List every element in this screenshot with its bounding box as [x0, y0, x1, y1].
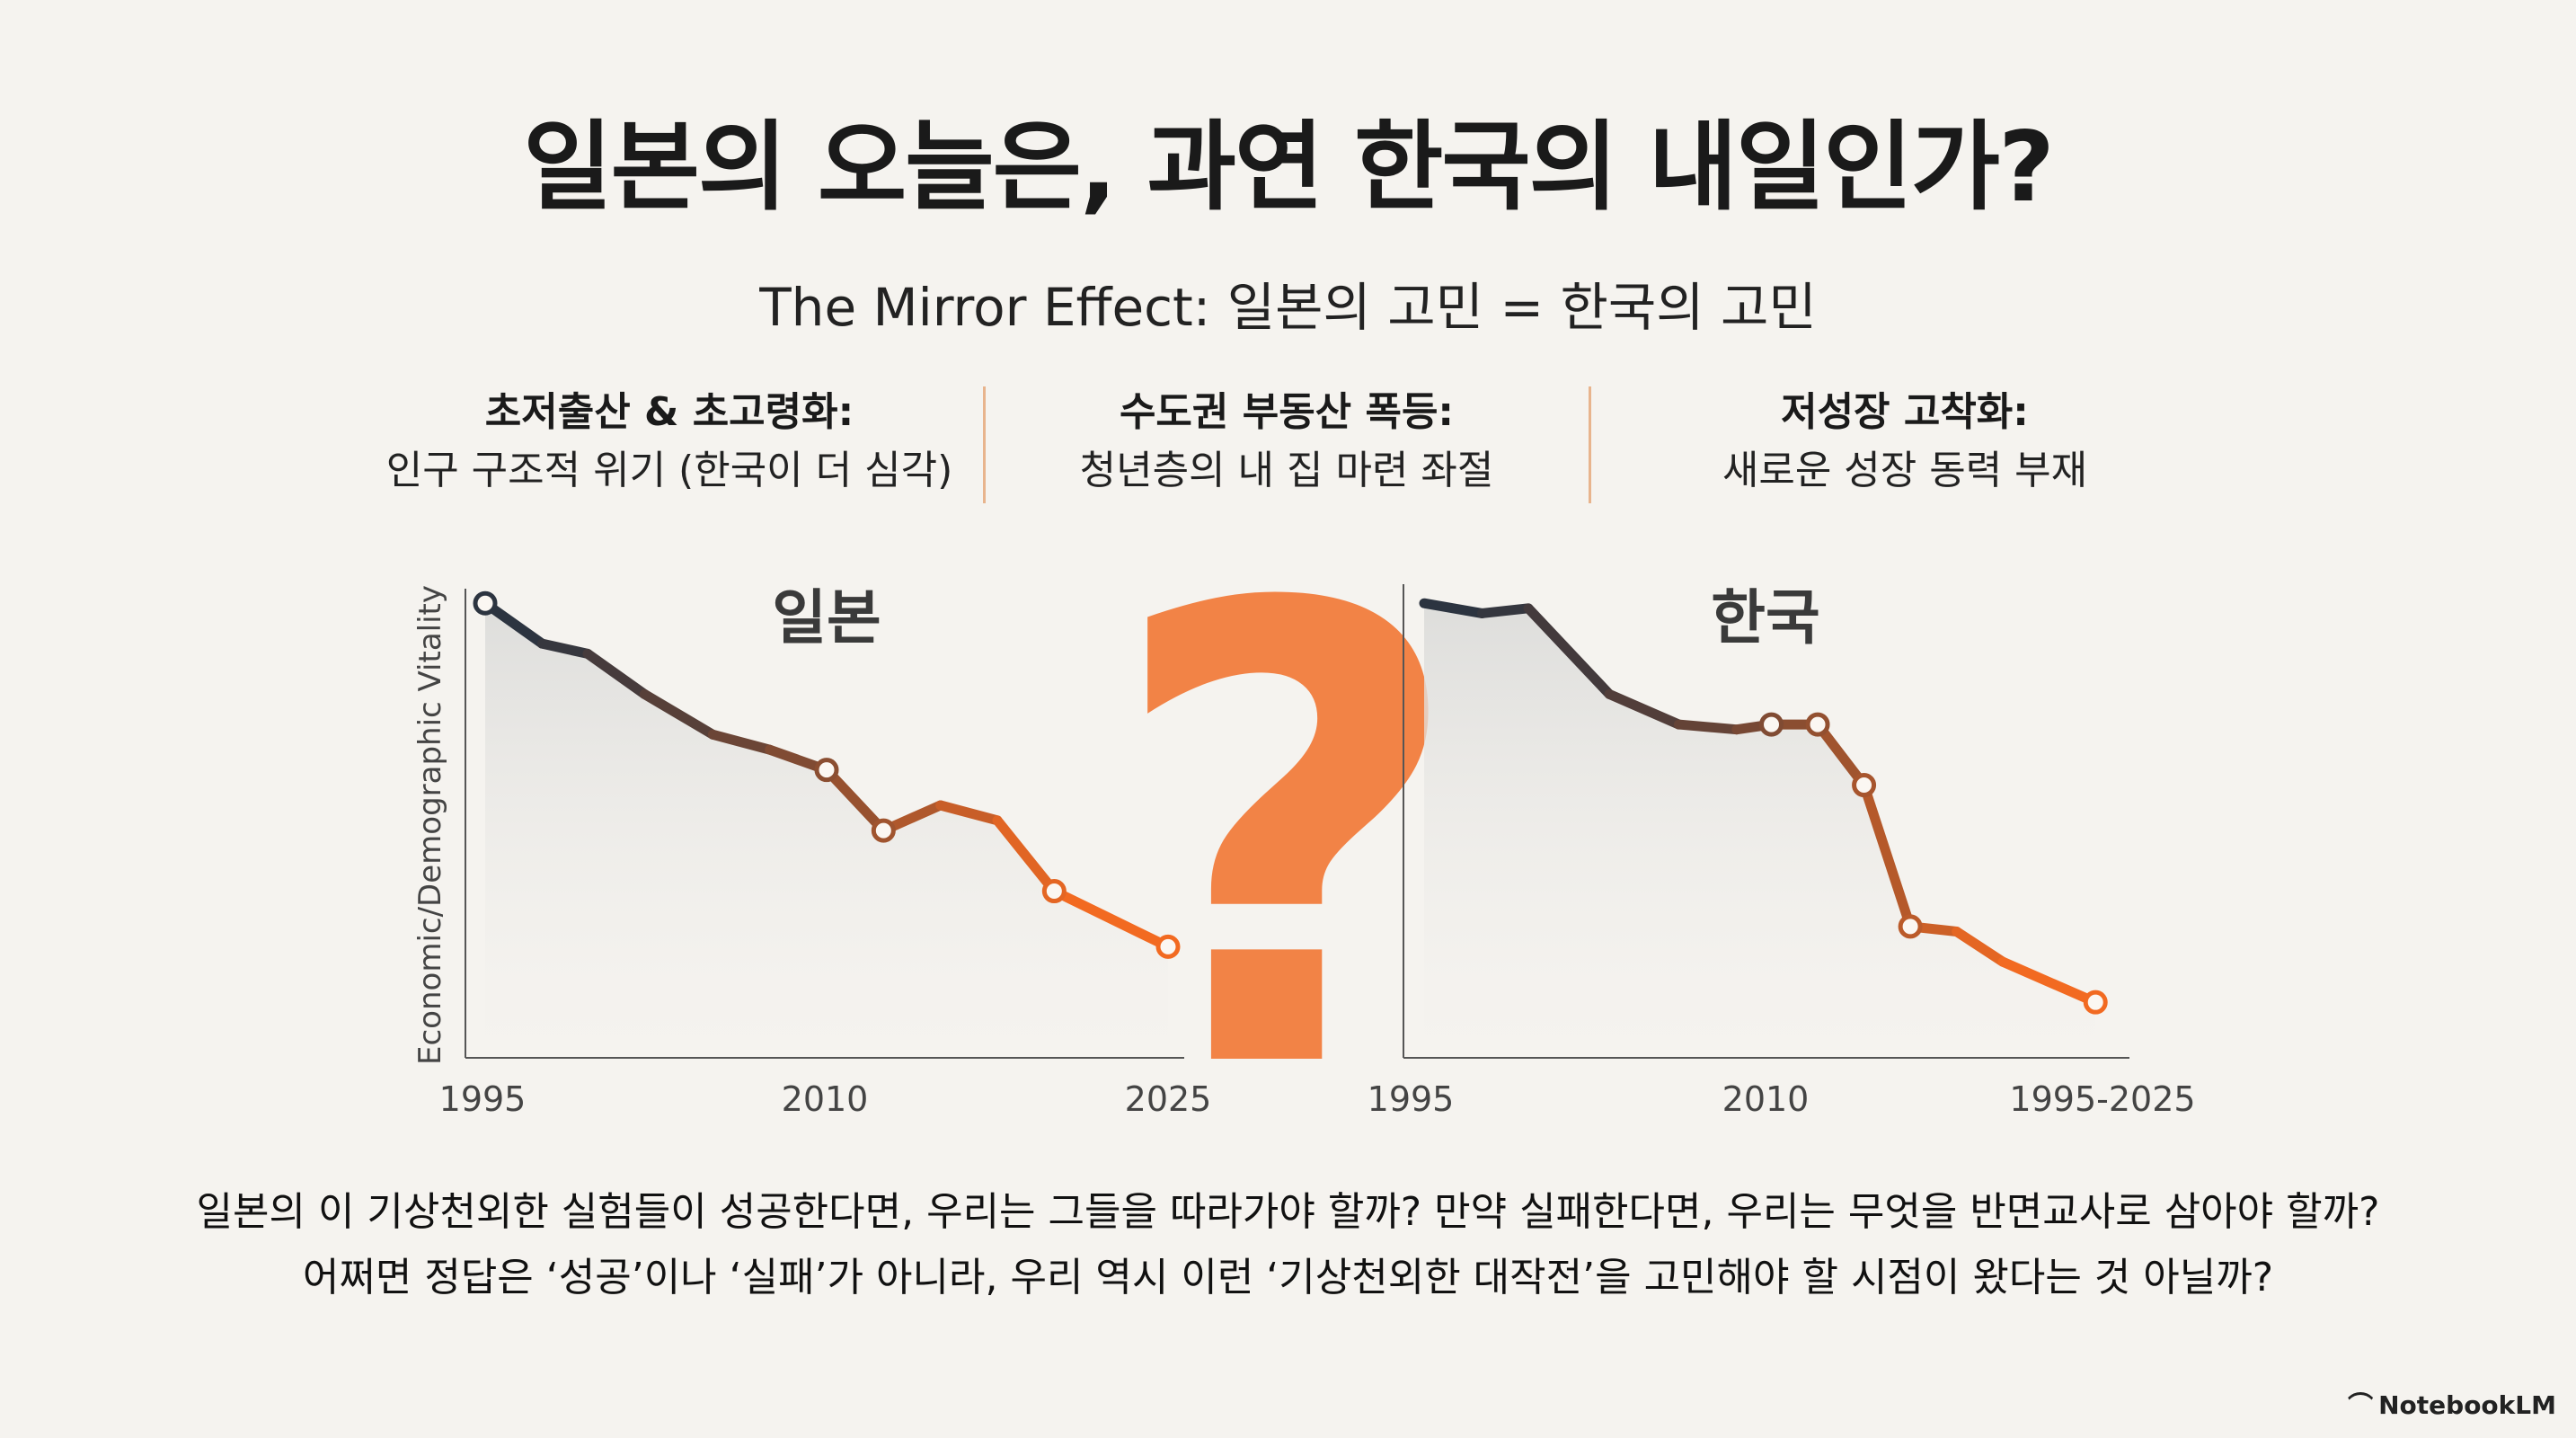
data-point-marker: [1898, 914, 1923, 939]
chart-title: 한국: [1711, 583, 1819, 652]
brand-label: NotebookLM: [2378, 1390, 2556, 1420]
series-line-segment: [821, 765, 889, 836]
series-line-segment: [1673, 719, 1742, 735]
data-point-marker: [1155, 934, 1181, 959]
series-line-segment: [582, 648, 650, 699]
issue-column-3: 저성장 고착화: 새로운 성장 동력 부재: [1617, 386, 2192, 499]
series-line-segment: [1604, 688, 1684, 730]
bottom-text-line-2: 어쩌면 정답은 ‘성공’이나 ‘실패’가 아니라, 우리 역시 이런 ‘기상천외…: [302, 1255, 2274, 1300]
area-fill: [485, 603, 1168, 1058]
series-line-segment: [1952, 927, 2008, 967]
issue-desc-1: 인구 구조적 위기 (한국이 더 심각): [385, 448, 953, 494]
area-fill: [1424, 603, 2096, 1058]
series-line-segment: [639, 688, 718, 740]
page-subtitle: The Mirror Effect: 일본의 고민 = 한국의 고민: [759, 277, 1817, 338]
series-line-segment: [1419, 598, 1487, 618]
chart-title: 일본: [772, 583, 881, 652]
data-point-marker: [473, 590, 498, 616]
issue-desc-2: 청년층의 내 집 마련 좌절: [1079, 448, 1494, 494]
x-tick-label: 1995: [439, 1079, 527, 1119]
notebooklm-logo-icon: ⌒: [2348, 1390, 2374, 1420]
data-point-marker: [1041, 879, 1067, 904]
series-line-segment: [1476, 603, 1534, 618]
series-line-segment: [536, 638, 593, 659]
issue-column-2: 수도권 부동산 폭등: 청년층의 내 집 마련 좌절: [999, 386, 1574, 499]
series-line-segment: [1859, 780, 1916, 932]
data-point-marker: [814, 758, 839, 783]
x-tick-label: 1995: [1368, 1079, 1455, 1119]
chart-1: 일본 1995 2010 2025 Economic/Demographic Vital…: [412, 583, 1211, 1119]
issue-column-1: 초저출산 & 초고령화: 인구 구조적 위기 (한국이 더 심각): [382, 386, 957, 499]
x-tick-label: 1995-2025: [2009, 1079, 2195, 1119]
divider-2: [1589, 386, 1591, 503]
y-axis-label: Economic/Demographic Vitality: [412, 585, 448, 1065]
divider-1: [983, 386, 986, 503]
series-line-segment: [1523, 603, 1615, 699]
chart-2: 한국 1995 2010 1995-2025: [1368, 583, 2196, 1119]
series-line-segment: [1049, 886, 1173, 952]
question-mark-icon: ?: [1104, 475, 1469, 1208]
x-tick-label: 2025: [1125, 1079, 1212, 1119]
brand-logo: ⌒ NotebookLM: [2348, 1386, 2556, 1422]
series-line-segment: [992, 815, 1059, 897]
series-line-segment: [707, 729, 775, 755]
x-tick-label: 2010: [782, 1079, 869, 1119]
series-line-segment: [935, 800, 1003, 826]
series-line-segment: [1997, 956, 2101, 1007]
data-point-marker: [871, 818, 896, 843]
page-title: 일본의 오늘은, 과연 한국의 내일인가?: [523, 111, 2054, 224]
issue-heading-3: 저성장 고착화:: [1781, 389, 2029, 435]
issue-heading-1: 초저출산 & 초고령화:: [484, 389, 854, 435]
data-point-marker: [1759, 712, 1784, 737]
issue-desc-3: 새로운 성장 동력 부재: [1722, 448, 2088, 494]
series-line-segment: [1812, 719, 1870, 791]
data-point-marker: [1805, 712, 1830, 737]
data-point-marker: [2083, 990, 2108, 1015]
x-tick-label: 2010: [1722, 1079, 1810, 1119]
bottom-text-line-1: 일본의 이 기상천외한 실험들이 성공한다면, 우리는 그들을 따라가야 할까?…: [196, 1189, 2380, 1235]
data-point-marker: [1852, 773, 1877, 798]
issue-heading-2: 수도권 부동산 폭등:: [1119, 389, 1455, 435]
